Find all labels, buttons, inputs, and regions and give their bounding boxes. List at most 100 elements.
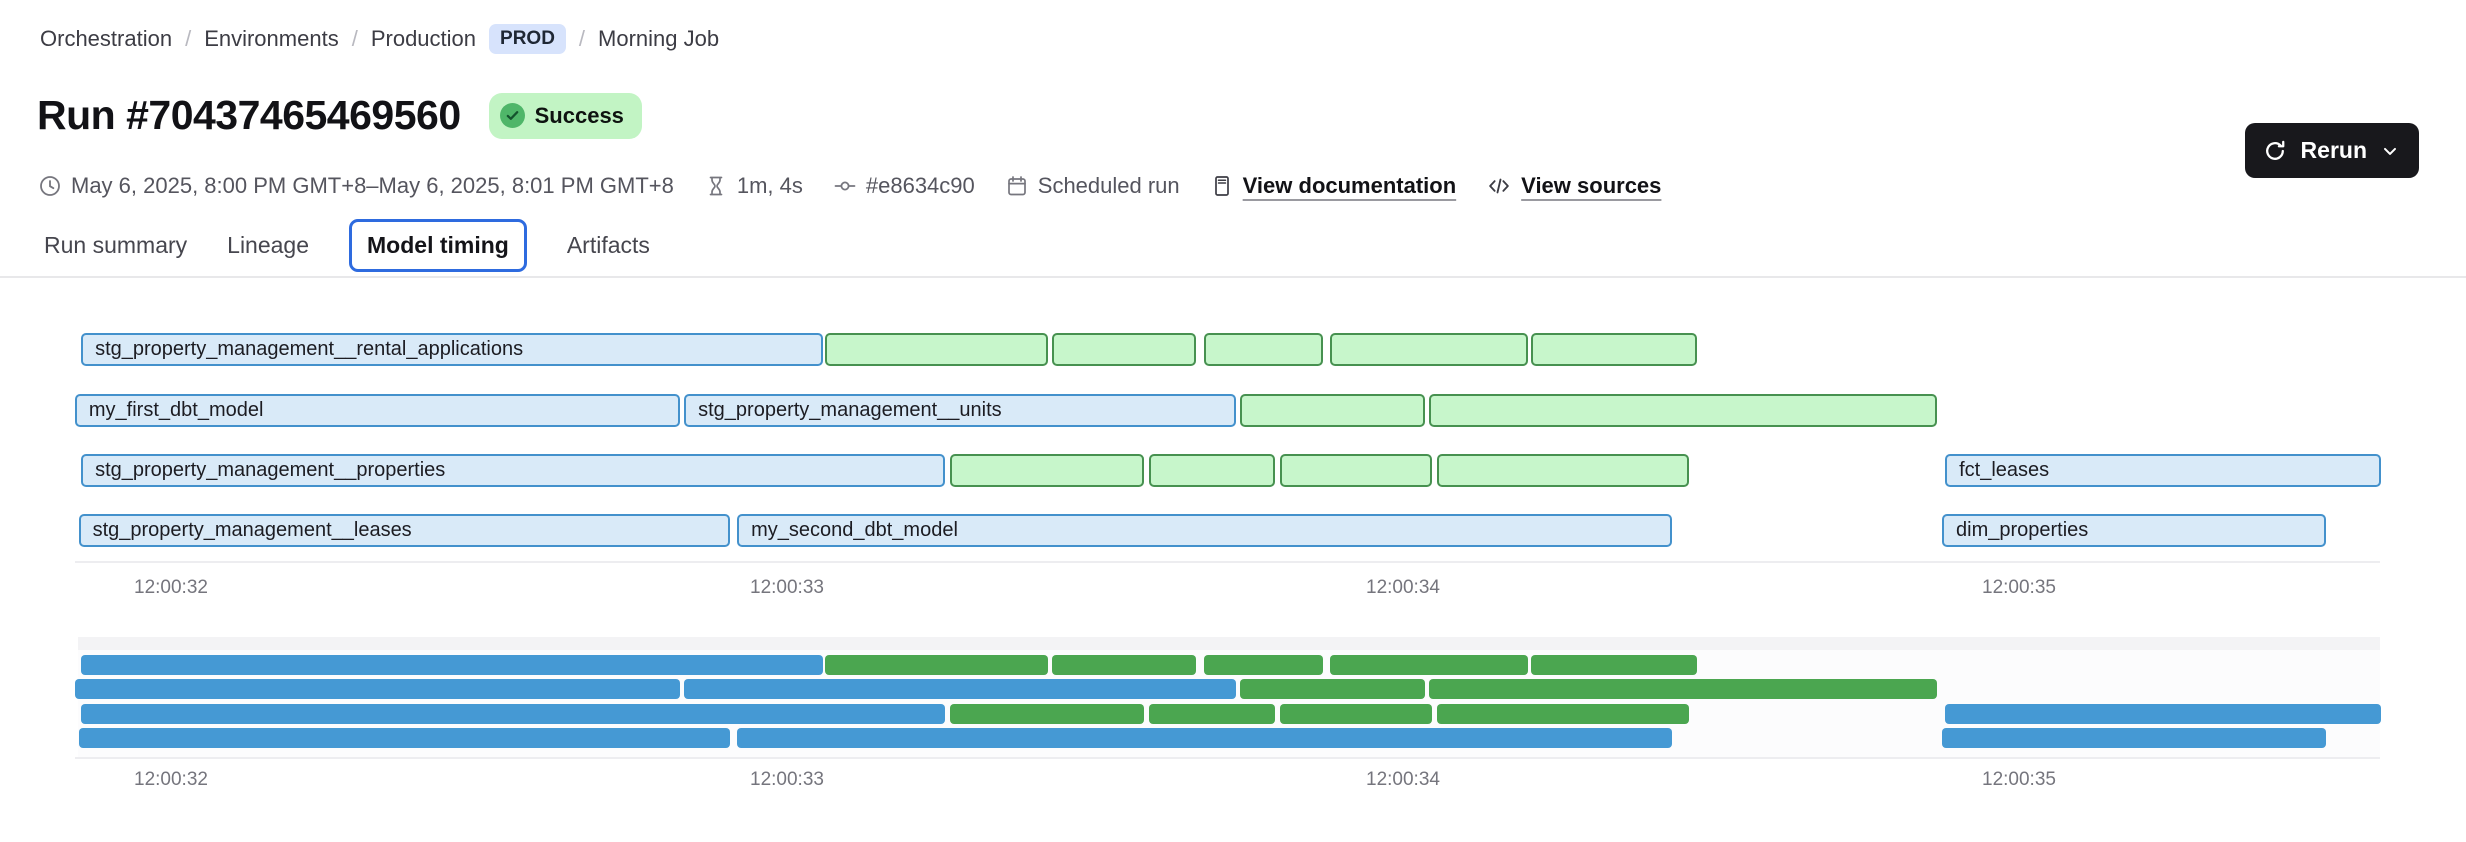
tab-lineage[interactable]: Lineage: [227, 232, 310, 258]
breadcrumb-item-morning-job[interactable]: Morning Job: [598, 26, 720, 51]
gantt-bar[interactable]: [1329, 333, 1529, 366]
x-axis-tick-label: 12:00:32: [134, 769, 208, 790]
minimap-bar: [78, 728, 730, 748]
breadcrumb-item-production[interactable]: Production: [370, 26, 477, 51]
run-dates: May 6, 2025, 8:00 PM GMT+8–May 6, 2025, …: [38, 173, 674, 199]
gantt-bar-label: dim_properties: [1956, 519, 2089, 541]
minimap-bar: [1148, 704, 1275, 724]
view-sources[interactable]: View sources: [1486, 173, 1661, 199]
git-commit-icon: [833, 174, 857, 198]
run-duration: 1m, 4s: [704, 173, 803, 199]
view-documentation[interactable]: View documentation: [1210, 173, 1457, 199]
status-badge: Success: [488, 92, 642, 139]
breadcrumb-separator: /: [185, 26, 192, 51]
gantt-bar-label: stg_property_management__units: [698, 399, 1002, 421]
run-commit: #e8634c90: [833, 173, 975, 199]
minimap-bar: [74, 679, 680, 699]
rerun-button[interactable]: Rerun: [2244, 123, 2419, 178]
gantt-bar-dim_properties[interactable]: dim_properties: [1942, 514, 2327, 547]
minimap-x-axis: [75, 757, 2380, 759]
commit-hash: #e8634c90: [865, 173, 975, 198]
minimap-bar: [81, 704, 946, 724]
minimap-bar: [1436, 704, 1690, 724]
minimap-bar: [684, 679, 1237, 699]
minimap-bar: [1239, 679, 1426, 699]
gantt-bar-my_second_dbt_model[interactable]: my_second_dbt_model: [737, 514, 1673, 547]
gantt-bar[interactable]: [1204, 333, 1323, 366]
x-axis-tick-label: 12:00:32: [134, 577, 208, 598]
minimap-top-band: [78, 637, 2380, 650]
gantt-bar[interactable]: [1239, 394, 1426, 427]
chevron-down-icon[interactable]: [2380, 141, 2400, 161]
tabs-row: Run summary Lineage Model timing Artifac…: [44, 219, 650, 272]
gantt-bar-fct_leases[interactable]: fct_leases: [1945, 454, 2381, 487]
minimap-bar: [1942, 728, 2327, 748]
gantt-bar[interactable]: [1436, 454, 1690, 487]
minimap-bar: [1428, 679, 1938, 699]
minimap-bar: [1329, 655, 1529, 675]
status-label: Success: [534, 102, 624, 128]
minimap-bar: [1204, 655, 1323, 675]
gantt-bar-label: stg_property_management__properties: [95, 459, 446, 481]
gantt-bar-label: my_first_dbt_model: [88, 399, 264, 421]
tab-model-timing[interactable]: Model timing: [349, 219, 527, 272]
gantt-bar[interactable]: [825, 333, 1048, 366]
minimap-bar: [825, 655, 1048, 675]
breadcrumb-separator: /: [351, 26, 358, 51]
gantt-bar-label: fct_leases: [1959, 459, 2050, 481]
gantt-bar[interactable]: [1531, 333, 1698, 366]
environment-badge: PROD: [489, 24, 566, 54]
gantt-bar[interactable]: [1428, 394, 1938, 427]
title-row: Run #70437465469560 Success: [37, 92, 642, 139]
run-meta-row: May 6, 2025, 8:00 PM GMT+8–May 6, 2025, …: [38, 166, 1661, 206]
rerun-label: Rerun: [2300, 137, 2367, 163]
view-documentation-link[interactable]: View documentation: [1242, 173, 1457, 198]
x-axis-tick-label: 12:00:34: [1366, 769, 1440, 790]
document-icon: [1210, 174, 1234, 198]
minimap-bar: [1945, 704, 2381, 724]
gantt-bar-label: stg_property_management__rental_applicat…: [95, 338, 524, 360]
gantt-bar-label: stg_property_management__leases: [92, 519, 412, 541]
minimap-bar: [81, 655, 824, 675]
breadcrumb-separator: /: [578, 26, 586, 51]
gantt-bar-stg_property_management__units[interactable]: stg_property_management__units: [684, 394, 1237, 427]
breadcrumb-item-environments[interactable]: Environments: [204, 26, 339, 51]
x-axis-tick-label: 12:00:34: [1366, 577, 1440, 598]
gantt-bar[interactable]: [1279, 454, 1432, 487]
refresh-icon: [2262, 138, 2288, 164]
hourglass-icon: [704, 174, 728, 198]
clock-icon: [38, 174, 62, 198]
minimap-bar: [1531, 655, 1698, 675]
view-sources-link[interactable]: View sources: [1521, 173, 1662, 198]
gantt-bar-label: my_second_dbt_model: [751, 519, 958, 541]
gantt-bar[interactable]: [1148, 454, 1275, 487]
code-icon: [1486, 173, 1512, 199]
gantt-bar-my_first_dbt_model[interactable]: my_first_dbt_model: [74, 394, 680, 427]
gantt-bar-stg_property_management__leases[interactable]: stg_property_management__leases: [78, 514, 730, 547]
breadcrumb-item-orchestration[interactable]: Orchestration: [40, 26, 173, 51]
minimap-bar: [950, 704, 1144, 724]
breadcrumb: Orchestration / Environments / Productio…: [40, 24, 719, 54]
gantt-bar[interactable]: [1051, 333, 1197, 366]
run-date-range: May 6, 2025, 8:00 PM GMT+8–May 6, 2025, …: [71, 173, 674, 198]
success-check-icon: [499, 103, 525, 128]
tab-artifacts[interactable]: Artifacts: [566, 232, 650, 258]
x-axis-tick-label: 12:00:33: [750, 769, 824, 790]
minimap-bar: [1279, 704, 1432, 724]
x-axis-tick-label: 12:00:35: [1982, 769, 2056, 790]
gantt-bar-stg_property_management__properties[interactable]: stg_property_management__properties: [81, 454, 946, 487]
minimap-bar: [737, 728, 1673, 748]
minimap-bar: [1051, 655, 1197, 675]
x-axis-tick-label: 12:00:35: [1982, 577, 2056, 598]
tab-run-summary[interactable]: Run summary: [44, 232, 188, 258]
run-duration-value: 1m, 4s: [736, 173, 803, 198]
x-axis-tick-label: 12:00:33: [750, 577, 824, 598]
gantt-bar[interactable]: [950, 454, 1144, 487]
page-title: Run #70437465469560: [37, 92, 461, 138]
tabs-divider: [0, 276, 2466, 278]
run-trigger: Scheduled run: [1005, 173, 1180, 199]
gantt-bar-stg_property_management__rental_applications[interactable]: stg_property_management__rental_applicat…: [81, 333, 824, 366]
gantt-x-axis: [75, 561, 2380, 563]
